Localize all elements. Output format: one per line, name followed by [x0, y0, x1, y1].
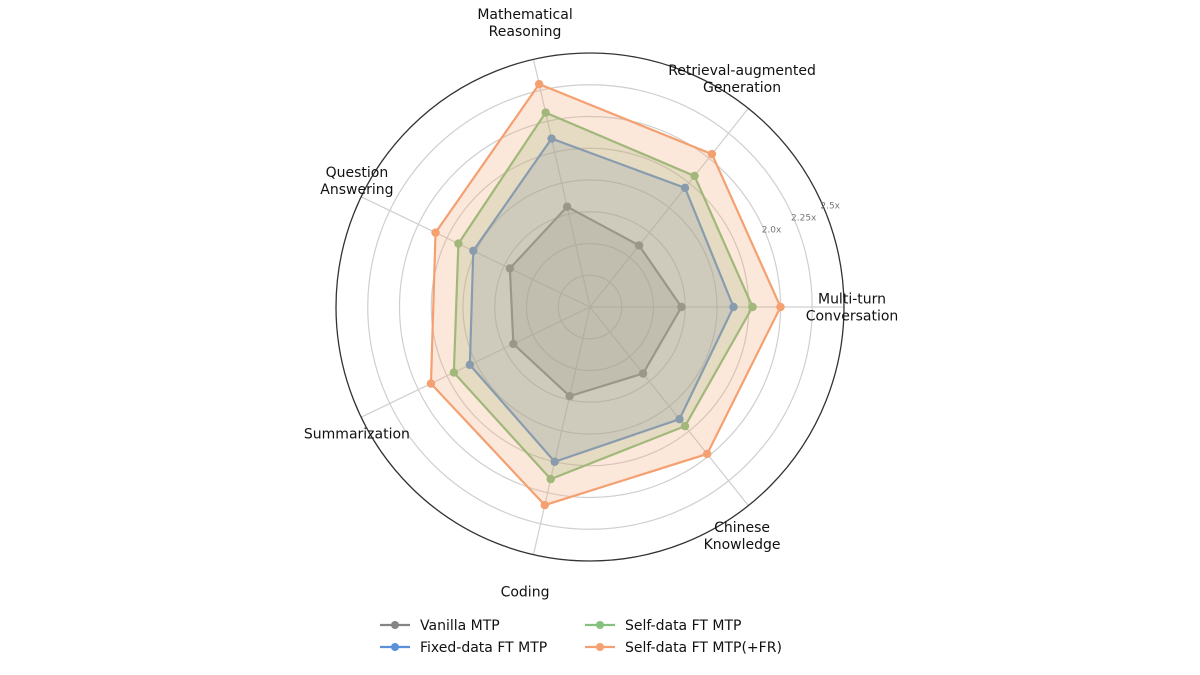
axis-spoke [360, 306, 591, 418]
data-point [550, 457, 559, 466]
data-point [565, 391, 574, 401]
data-point [562, 202, 572, 211]
radial-tick-label: 2.25x [791, 213, 817, 223]
data-point [729, 302, 738, 312]
legend-label: Fixed-data FT MTP [420, 640, 547, 656]
data-point [540, 500, 549, 510]
category-label: Chinese Knowledge [704, 520, 781, 553]
data-point [702, 449, 712, 459]
legend-marker [596, 643, 604, 651]
data-point [505, 264, 515, 273]
data-point [541, 108, 550, 117]
data-point [546, 474, 555, 484]
legend-marker [596, 621, 604, 629]
series-area [452, 111, 754, 481]
data-point [547, 134, 556, 143]
data-point [454, 239, 463, 248]
series-vanilla-mtp [505, 202, 686, 401]
data-point [690, 171, 699, 181]
data-point [509, 339, 518, 349]
data-point [675, 415, 684, 424]
category-label: Multi-turn Conversation [806, 292, 899, 325]
axis-spoke [532, 306, 591, 555]
legend-item: Vanilla MTP [380, 618, 500, 634]
legend-label: Self-data FT MTP(+FR) [625, 640, 782, 656]
data-point [680, 183, 690, 193]
data-point [449, 368, 459, 377]
legend-marker [391, 621, 399, 629]
series-area [508, 205, 683, 398]
data-point [677, 302, 686, 312]
legend-item: Self-data FT MTP(+FR) [585, 640, 782, 656]
legend-label: Self-data FT MTP [625, 618, 741, 634]
data-point [469, 246, 478, 255]
axis-spoke [532, 59, 591, 308]
radial-tick-label: 2.0x [762, 226, 782, 236]
data-point [431, 228, 440, 237]
series-self-data-ft-mtp [449, 108, 757, 484]
series-self-data-ft-mtp-fr- [426, 79, 785, 510]
data-point [707, 149, 717, 159]
category-label: Summarization [304, 427, 410, 443]
category-label: Coding [501, 585, 550, 601]
axis-spoke [589, 306, 749, 506]
data-point [534, 79, 544, 89]
category-label: Question Answering [320, 165, 393, 198]
data-point [426, 379, 436, 388]
category-label: Mathematical Reasoning [477, 7, 572, 40]
series-area [429, 82, 782, 507]
data-point [465, 360, 475, 370]
category-label: Retrieval-augmented Generation [668, 63, 816, 96]
series-fixed-data-ft-mtp [465, 134, 738, 466]
radial-tick-label: 2.5x [820, 201, 840, 211]
legend-marker [391, 643, 399, 651]
data-point [776, 302, 785, 312]
data-point [748, 302, 757, 312]
series-area [468, 137, 735, 464]
legend-item: Fixed-data FT MTP [380, 640, 547, 656]
legend-label: Vanilla MTP [420, 618, 500, 634]
data-point [634, 241, 644, 250]
axis-spoke [589, 108, 749, 308]
outer-frame [335, 52, 845, 562]
data-point [680, 421, 690, 431]
legend-item: Self-data FT MTP [585, 618, 741, 634]
data-point [638, 369, 648, 378]
